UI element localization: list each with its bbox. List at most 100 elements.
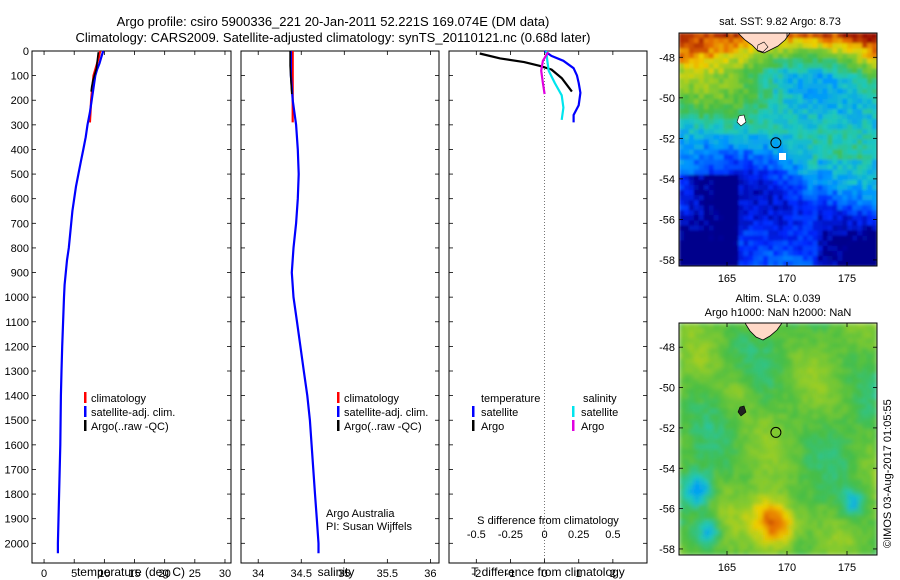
heatmap-cell [847,139,853,146]
heatmap-cell [688,164,695,171]
heatmap-cell [679,454,685,460]
heatmap-cell [758,103,764,110]
heatmap-cell [758,154,764,161]
heatmap-cell [768,260,774,266]
heatmap-cell [683,464,690,470]
heatmap-cell [758,454,764,460]
heatmap-cell [713,363,720,369]
heatmap-cell [723,250,730,257]
heatmap-cell [778,509,784,516]
heatmap-cell [723,323,730,329]
heatmap-cell [773,403,779,410]
heatmap-cell [753,454,759,460]
heatmap-cell [827,235,834,242]
heatmap-cell [748,413,754,420]
heatmap-cell [802,529,809,536]
heatmap-cell [792,250,799,257]
heatmap-cell [812,454,819,460]
heatmap-cell [837,93,843,100]
heatmap-cell [802,174,809,181]
heatmap-cell [827,358,834,364]
heatmap-cell [688,38,695,44]
heatmap-cell [708,373,715,380]
heatmap-cell [763,255,769,262]
depth-tick-label: 400 [11,144,29,156]
heatmap-cell [797,464,804,470]
heatmap-cell [728,413,735,420]
heatmap-cell [698,205,705,211]
heatmap-cell [753,124,759,130]
heatmap-cell [797,479,804,485]
heatmap-cell [867,383,873,390]
series-line-salinity-argo [540,51,549,95]
x-tick-label: 35.5 [377,568,398,580]
legend-header-temperature: temperature [481,393,540,405]
depth-tick-label: 500 [11,169,29,181]
heatmap-cell [802,408,809,415]
heatmap-cell [748,539,754,546]
heatmap-cell [797,134,804,140]
heatmap-cell [787,439,794,445]
heatmap-cell [832,529,838,536]
heatmap-cell [837,230,843,237]
heatmap-cell [688,205,695,211]
heatmap-cell [698,139,705,146]
heatmap-cell [832,88,838,95]
heatmap-cell [728,98,735,105]
heatmap-cell [832,423,838,430]
heatmap-cell [832,53,838,59]
heatmap-cell [807,154,814,161]
heatmap-cell [822,353,829,359]
heatmap-cell [807,255,814,262]
heatmap-cell [782,474,789,480]
heatmap-cell [753,338,759,344]
heatmap-cell [782,139,789,146]
heatmap-cell [862,323,868,329]
heatmap-cell [763,88,769,95]
heatmap-cell [738,373,744,380]
heatmap-cell [778,260,784,266]
heatmap-cell [773,418,779,425]
heatmap-cell [679,225,685,232]
lon-tick-label: 165 [718,273,736,285]
heatmap-cell [832,454,838,460]
heatmap-cell [688,549,695,555]
heatmap-cell [733,499,739,506]
heatmap-cell [748,423,754,430]
land-island-south [756,41,769,53]
heatmap-cell [872,499,877,506]
heatmap-cell [748,103,754,110]
heatmap-cell [768,353,774,359]
heatmap-cell [738,464,744,470]
heatmap-cell [782,348,789,354]
heatmap-cell [787,358,794,364]
heatmap-cell [679,190,685,196]
heatmap-cell [857,333,863,339]
heatmap-cell [862,78,868,85]
heatmap-cell [862,43,868,49]
heatmap-cell [837,190,843,196]
heatmap-cell [822,63,829,70]
heatmap-cell [758,250,764,257]
heatmap-cell [778,519,784,526]
heatmap-cell [807,499,814,506]
heatmap-cell [852,348,858,354]
heatmap-cell [773,358,779,364]
heatmap-cell [708,144,715,151]
heatmap-cell [713,68,720,75]
heatmap-cell [713,494,720,501]
heatmap-cell [807,184,814,191]
heatmap-cell [852,119,858,125]
heatmap-cell [792,398,799,405]
heatmap-cell [708,539,715,546]
heatmap-cell [867,534,873,541]
heatmap-cell [802,413,809,420]
heatmap-cell [773,220,779,227]
heatmap-cell [743,53,749,59]
heatmap-cell [812,38,819,44]
heatmap-cell [733,388,739,395]
heatmap-cell [748,529,754,536]
heatmap-cell [802,240,809,247]
heatmap-cell [683,68,690,75]
heatmap-cell [688,388,695,395]
